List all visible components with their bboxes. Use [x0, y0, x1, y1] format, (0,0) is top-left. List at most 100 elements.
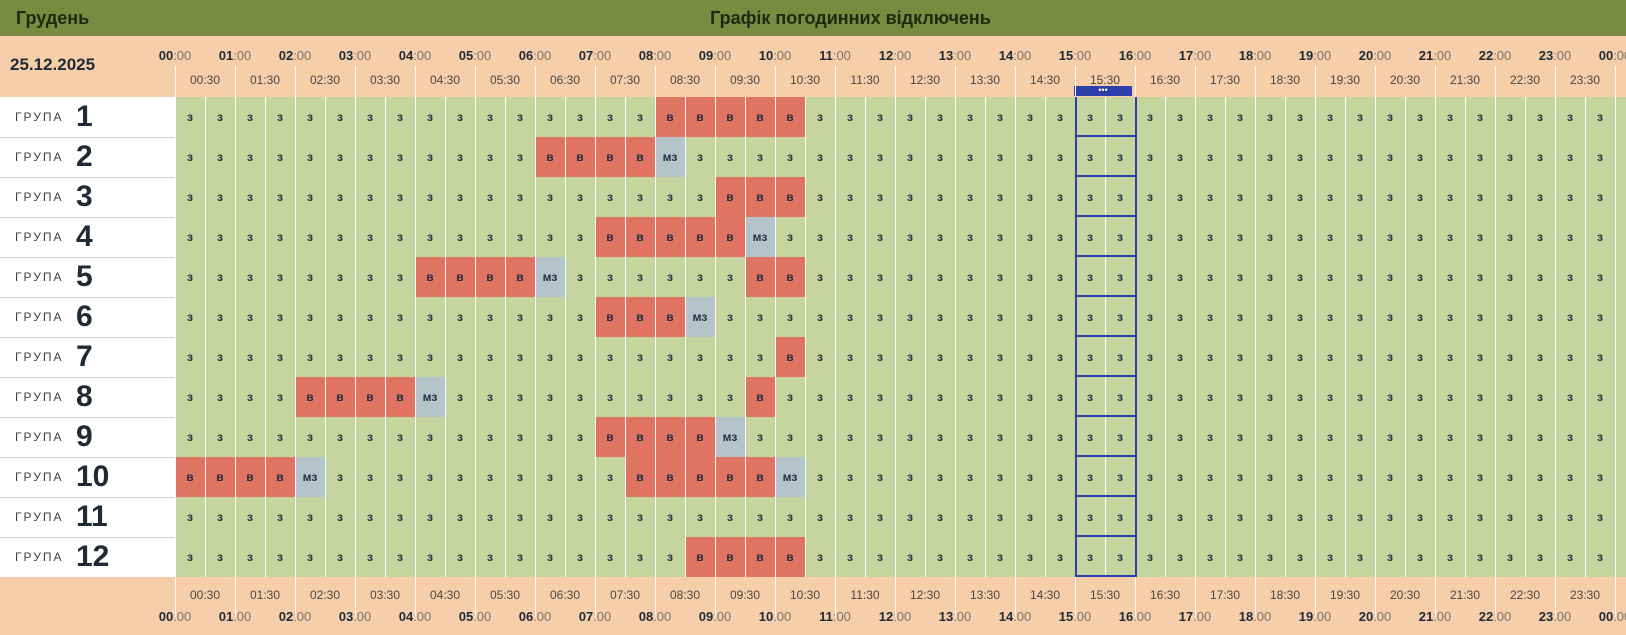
schedule-cell: з — [217, 550, 223, 564]
schedule-cell: з — [1537, 230, 1543, 244]
schedule-cell: з — [607, 390, 613, 404]
schedule-cell: з — [367, 110, 373, 124]
schedule-cell: з — [487, 390, 493, 404]
hour-suffix: :00 — [1373, 609, 1392, 624]
schedule-cell: з — [1567, 350, 1573, 364]
group-number: 7 — [76, 340, 93, 373]
group-number: 8 — [76, 380, 93, 413]
schedule-cell: з — [967, 230, 973, 244]
schedule-cell: з — [967, 470, 973, 484]
schedule-cell: з — [187, 550, 193, 564]
schedule-cell: з — [1507, 230, 1513, 244]
schedule-cell: в — [655, 417, 685, 457]
current-time-row-mark — [1075, 295, 1135, 297]
schedule-cell: з — [457, 190, 463, 204]
schedule-cell: з — [1297, 350, 1303, 364]
schedule-cell: з — [1237, 310, 1243, 324]
schedule-cell: в — [775, 537, 805, 577]
top-hour-label: 01:00 — [219, 48, 252, 63]
schedule-cell: з — [1567, 470, 1573, 484]
schedule-cell: з — [307, 270, 313, 284]
schedule-cell: з — [757, 150, 763, 164]
schedule-cell: з — [1387, 190, 1393, 204]
schedule-cell: з — [187, 150, 193, 164]
schedule-cell: з — [1537, 110, 1543, 124]
schedule-cell: з — [427, 110, 433, 124]
hour-value: 08 — [638, 48, 654, 63]
schedule-cell: з — [817, 310, 823, 324]
schedule-cell: в — [745, 457, 775, 497]
hour-suffix: :00 — [533, 609, 552, 624]
schedule-cell: з — [1447, 430, 1453, 444]
hour-suffix: :00 — [1193, 48, 1212, 63]
schedule-cell: з — [907, 350, 913, 364]
schedule-cell: з — [277, 110, 283, 124]
schedule-cell: з — [1027, 110, 1033, 124]
schedule-cell: з — [1177, 390, 1183, 404]
schedule-cell: з — [397, 470, 403, 484]
schedule-cell: в — [745, 257, 775, 297]
schedule-cell: з — [1117, 190, 1123, 204]
hour-suffix: :00 — [1373, 48, 1392, 63]
hour-value: 15 — [1058, 48, 1074, 63]
hour-divider — [535, 66, 536, 617]
schedule-cell: з — [1477, 270, 1483, 284]
schedule-cell: з — [907, 470, 913, 484]
schedule-cell: з — [1357, 430, 1363, 444]
schedule-cell: з — [997, 270, 1003, 284]
top-hour-label: 07:00 — [579, 48, 612, 63]
schedule-cell: з — [997, 150, 1003, 164]
top-hour-label: 15:00 — [1059, 48, 1092, 63]
bottom-hour-label: 01:00 — [219, 609, 252, 624]
schedule-cell: з — [907, 310, 913, 324]
schedule-cell: з — [1357, 350, 1363, 364]
top-half-hour-label: 11:30 — [850, 73, 880, 87]
schedule-cell: з — [1327, 150, 1333, 164]
current-time-row-mark — [1075, 375, 1135, 377]
schedule-cell: з — [1087, 510, 1093, 524]
schedule-cell: з — [1597, 270, 1603, 284]
schedule-cell: з — [967, 110, 973, 124]
schedule-cell: з — [187, 190, 193, 204]
schedule-cell: з — [307, 350, 313, 364]
hour-value: 15 — [1058, 609, 1074, 624]
schedule-cell: з — [997, 430, 1003, 444]
hour-suffix: :00 — [1313, 609, 1332, 624]
bottom-half-hour-label: 02:30 — [309, 588, 341, 602]
hour-divider — [895, 66, 896, 617]
bottom-hour-label: 18:00 — [1239, 609, 1272, 624]
schedule-cell: з — [1597, 470, 1603, 484]
hour-divider — [235, 66, 236, 617]
current-time-border — [1135, 97, 1137, 577]
schedule-cell: з — [457, 350, 463, 364]
schedule-cell: з — [1177, 230, 1183, 244]
schedule-cell: з — [367, 350, 373, 364]
top-hour-label: 10:00 — [759, 48, 792, 63]
hour-suffix: :00 — [173, 48, 192, 63]
group-label: ГРУПА 2 — [0, 137, 175, 177]
bottom-half-hour-label: 22:30 — [1509, 588, 1541, 602]
schedule-cell: з — [1057, 470, 1063, 484]
hour-value: 18 — [1238, 48, 1254, 63]
schedule-cell: з — [1147, 470, 1153, 484]
top-hour-label: 22:00 — [1479, 48, 1512, 63]
schedule-cell: з — [727, 150, 733, 164]
row-divider — [0, 457, 175, 458]
top-half-hour-label: 04:30 — [429, 73, 461, 87]
schedule-cell: з — [247, 310, 253, 324]
schedule-cell: з — [937, 550, 943, 564]
bottom-half-hour-label: 05:30 — [489, 588, 521, 602]
schedule-cell: з — [1207, 350, 1213, 364]
schedule-cell: в — [535, 137, 565, 177]
schedule-cell: з — [277, 550, 283, 564]
hour-suffix: :00 — [1193, 609, 1212, 624]
schedule-cell: з — [997, 230, 1003, 244]
schedule-cell: в — [595, 137, 625, 177]
schedule-cell: з — [1177, 110, 1183, 124]
schedule-cell: з — [1147, 550, 1153, 564]
schedule-cell: з — [487, 310, 493, 324]
schedule-cell: з — [1057, 390, 1063, 404]
schedule-cell: з — [187, 110, 193, 124]
hour-suffix: :00 — [713, 48, 732, 63]
schedule-cell: з — [847, 110, 853, 124]
